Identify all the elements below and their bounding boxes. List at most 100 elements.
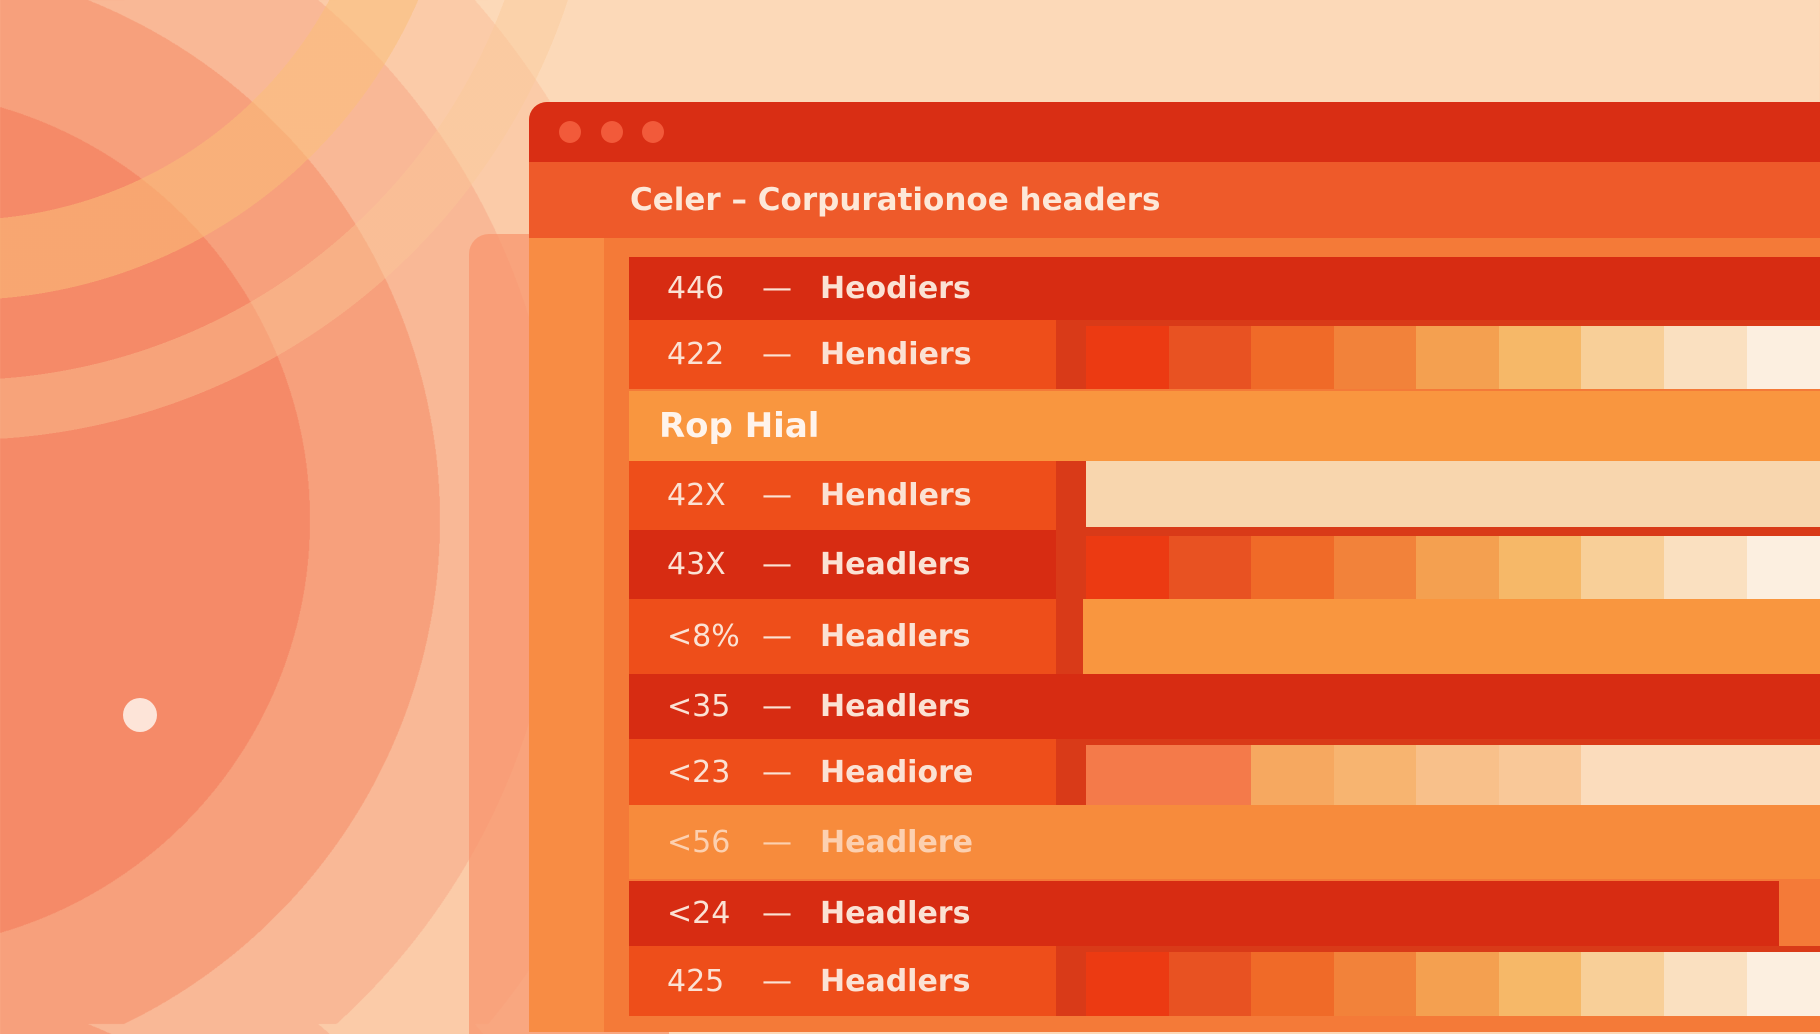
row-number: 43X [667,547,762,582]
color-swatch [1086,745,1169,805]
row-faded-bar [1086,745,1820,805]
row-separator: — [762,964,820,999]
row-separator: — [762,547,820,582]
color-swatch [1169,745,1252,805]
row-cell: <35—Headlers [629,674,1820,739]
row-label: Headlers [820,896,970,931]
row-separator: — [762,478,820,513]
maximize-button[interactable] [642,121,664,143]
row-separator: — [762,689,820,724]
color-swatch [1416,536,1499,599]
row-separator: — [762,755,820,790]
color-swatch [1747,536,1820,599]
color-swatch [1416,952,1499,1016]
row-label: Headlere [820,825,973,860]
color-swatch [1334,326,1417,389]
row-separator: — [762,619,820,654]
row-cell: <23—Headiore [629,739,1056,805]
title-bar [529,102,1820,162]
row-swatches-bar [1086,326,1820,389]
table-row[interactable]: 43X—Headlers [629,530,1820,599]
color-swatch [1664,952,1747,1016]
color-swatch [1416,326,1499,389]
color-swatch [1086,952,1169,1016]
row-cell: 422—Hendiers [629,320,1056,389]
color-swatch [1747,745,1820,805]
row-swatches-bar [1086,536,1820,599]
app-window: Celer – Corpurationoe headers 446—Heodie… [529,102,1820,1032]
section-header[interactable]: Rop Hial [629,391,1820,461]
color-swatch [1334,745,1417,805]
color-swatch [1747,952,1820,1016]
color-swatch [1664,536,1747,599]
color-swatch [1334,536,1417,599]
row-pale-bar [1086,461,1820,527]
row-number: <8% [667,619,762,654]
color-swatch [1664,326,1747,389]
color-swatch [1499,536,1582,599]
table-row[interactable]: 446—Heodiers [629,257,1820,320]
table-row[interactable]: <23—Headiore [629,739,1820,805]
color-swatch [1499,745,1582,805]
row-number: 42X [667,478,762,513]
row-cell: 446—Heodiers [629,257,1820,320]
row-number: <23 [667,755,762,790]
row-number: 446 [667,271,762,306]
table-row[interactable]: 425—Headlers [629,946,1820,1016]
color-swatch [1251,745,1334,805]
color-swatch [1747,326,1820,389]
decorative-dot [123,698,157,732]
row-label: Headlers [820,547,970,582]
color-swatch [1251,326,1334,389]
row-number: <35 [667,689,762,724]
row-label: Headlers [820,964,970,999]
color-swatch [1664,745,1747,805]
row-label: Headiore [820,755,973,790]
row-cell: 425—Headlers [629,946,1056,1016]
row-separator: — [762,825,820,860]
color-swatch [1416,745,1499,805]
row-orange-bar [1083,599,1820,674]
row-separator: — [762,337,820,372]
color-swatch [1334,952,1417,1016]
row-label: Hendiers [820,337,972,372]
table-row[interactable]: 42X—Hendlers [629,461,1820,530]
header-band: Celer – Corpurationoe headers [529,162,1820,238]
color-swatch [1499,952,1582,1016]
minimize-button[interactable] [601,121,623,143]
color-swatch [1169,952,1252,1016]
row-label: Headlers [820,689,970,724]
row-number: 425 [667,964,762,999]
table-row[interactable]: 422—Hendiers [629,320,1820,389]
row-label: Headlers [820,619,970,654]
row-cell: Rop Hial [629,391,1820,461]
color-swatch [1499,326,1582,389]
color-swatch [1086,326,1169,389]
color-swatch [1581,536,1664,599]
color-swatch [1169,326,1252,389]
color-swatch [1251,952,1334,1016]
row-cell: <8%—Headlers [629,599,1056,674]
color-swatch [1169,536,1252,599]
table-row[interactable]: <56—Headlere [629,805,1820,879]
color-swatch [1251,536,1334,599]
row-swatches-bar [1086,952,1820,1016]
color-swatch [1581,745,1664,805]
color-swatch [1581,952,1664,1016]
row-number: <56 [667,825,762,860]
row-separator: — [762,271,820,306]
row-label: Hendlers [820,478,972,513]
table-row[interactable]: <35—Headlers [629,674,1820,739]
table-row[interactable]: <24—Headlers [629,881,1820,946]
section-title: Rop Hial [659,406,819,446]
row-number: 422 [667,337,762,372]
row-separator: — [762,896,820,931]
row-cell: 42X—Hendlers [629,461,1056,530]
row-cell: <24—Headlers [629,881,1779,946]
table-row[interactable]: <8%—Headlers [629,599,1820,674]
close-button[interactable] [559,121,581,143]
row-number: <24 [667,896,762,931]
window-title: Celer – Corpurationoe headers [630,182,1161,218]
left-column [529,238,604,1032]
color-swatch [1581,326,1664,389]
